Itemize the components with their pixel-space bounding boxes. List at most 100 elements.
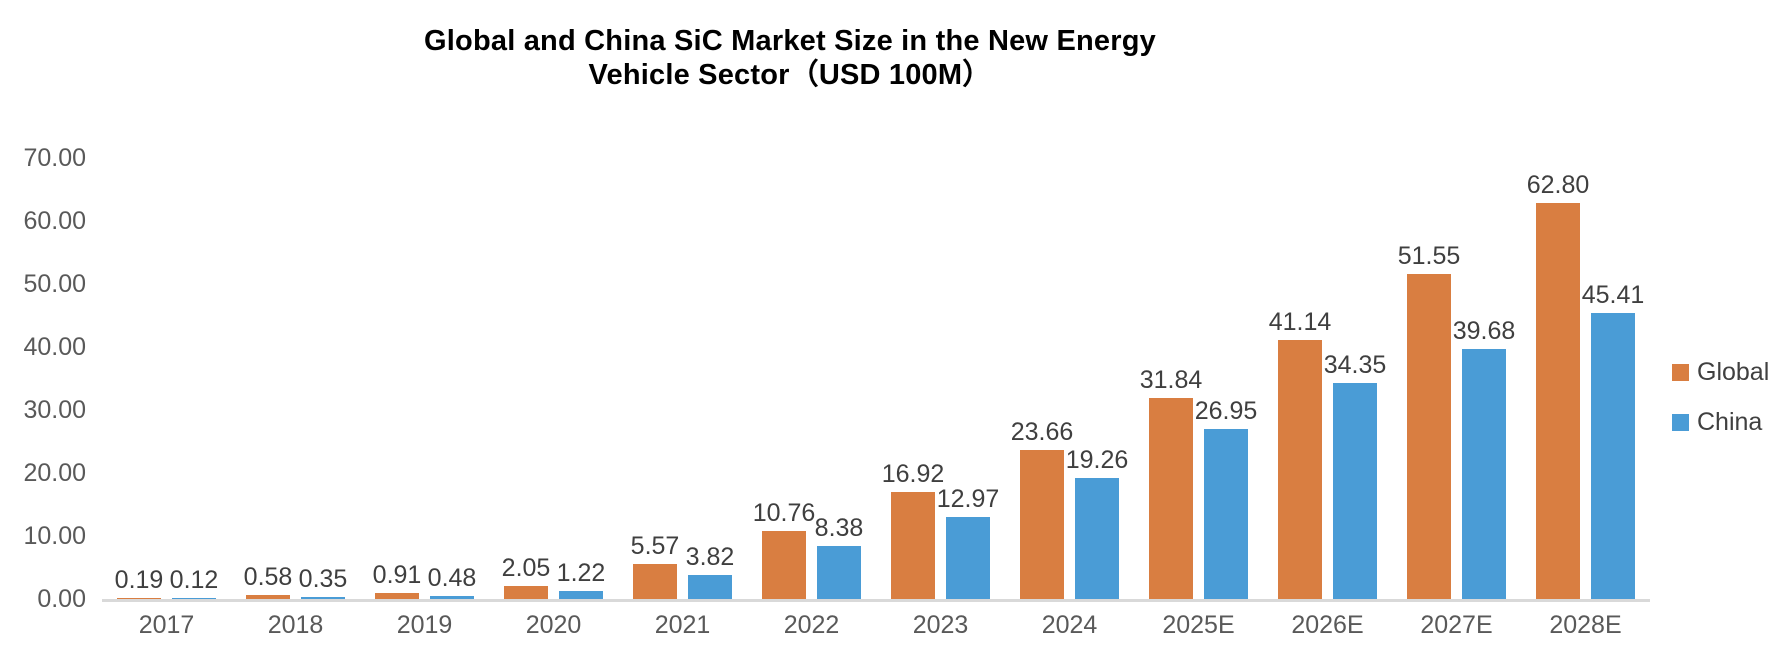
bar-group: 0.91 0.48 xyxy=(360,562,489,599)
x-tick-label: 2021 xyxy=(654,611,711,639)
bar-global xyxy=(1020,449,1064,599)
x-tick-label: 2017 xyxy=(138,611,195,639)
legend-swatch-china xyxy=(1672,413,1689,431)
bar-china xyxy=(301,596,345,599)
y-tick-label: 60.00 xyxy=(23,207,86,235)
bar-global xyxy=(891,492,935,599)
y-tick-label: 50.00 xyxy=(23,270,86,298)
bar-wrap-china: 0.12 xyxy=(169,566,219,599)
bar-global xyxy=(504,586,548,599)
bar-value-label-global: 31.84 xyxy=(1139,366,1203,395)
bar-china xyxy=(1204,429,1248,599)
bar-value-label-china: 19.26 xyxy=(1065,445,1129,474)
bar-value-label-china: 26.95 xyxy=(1194,397,1258,426)
bar-group: 0.19 0.12 xyxy=(102,565,231,599)
bar-value-label-global: 2.05 xyxy=(501,554,551,583)
bar-china xyxy=(817,546,861,599)
chart-title-line2: Vehicle Sector（USD 100M） xyxy=(588,59,992,91)
bar-value-label-china: 0.12 xyxy=(169,566,219,595)
bar-wrap-china: 0.48 xyxy=(428,565,476,599)
bar-global xyxy=(246,595,290,599)
bar-wrap-global: 2.05 xyxy=(501,554,551,599)
bar-value-label-global: 62.80 xyxy=(1526,171,1590,200)
bar-china xyxy=(430,596,474,599)
bar-wrap-china: 39.68 xyxy=(1453,318,1515,599)
bar-global xyxy=(1536,203,1580,599)
x-tick-label: 2020 xyxy=(525,611,582,639)
bar-global xyxy=(762,531,806,599)
bar-wrap-global: 31.84 xyxy=(1140,367,1202,599)
bar-value-label-global: 5.57 xyxy=(630,531,680,560)
bar-wrap-global: 0.58 xyxy=(244,564,292,599)
bar-global xyxy=(375,593,419,599)
bar-wrap-china: 0.35 xyxy=(298,564,348,599)
bar-wrap-global: 41.14 xyxy=(1269,308,1331,599)
bar-wrap-global: 23.66 xyxy=(1011,418,1073,599)
bar-wrap-china: 34.35 xyxy=(1324,351,1386,599)
bar-china xyxy=(1462,349,1506,599)
bar-value-label-global: 51.55 xyxy=(1397,242,1461,271)
bar-group: 62.80 45.41 xyxy=(1521,172,1650,599)
bar-wrap-global: 0.19 xyxy=(114,565,164,599)
bar-global xyxy=(117,597,161,599)
legend-item-china: China xyxy=(1672,408,1769,436)
bar-group: 41.14 34.35 xyxy=(1263,308,1392,599)
bar-group: 5.57 3.82 xyxy=(618,531,747,599)
bar-groups: 0.19 0.12 0.58 0.35 0.91 0.48 2.05 1.22 5.57 3.82… xyxy=(102,158,1650,599)
x-tick-label: 2027E xyxy=(1420,611,1493,639)
bar-wrap-global: 62.80 xyxy=(1527,172,1589,599)
bar-group: 31.84 26.95 xyxy=(1134,367,1263,599)
bar-group: 10.76 8.38 xyxy=(747,500,876,599)
bar-wrap-global: 16.92 xyxy=(882,461,944,599)
chart-title: Global and China SiC Market Size in the … xyxy=(0,24,1580,92)
bar-global xyxy=(1149,398,1193,599)
x-tick-label: 2024 xyxy=(1041,611,1098,639)
x-tick-label: 2023 xyxy=(912,611,969,639)
y-tick-label: 0.00 xyxy=(37,585,86,613)
bar-value-label-china: 39.68 xyxy=(1452,317,1516,345)
x-tick-label: 2028E xyxy=(1549,611,1622,639)
legend: Global China xyxy=(1672,358,1769,436)
legend-swatch-global xyxy=(1672,363,1689,381)
bar-value-label-global: 41.14 xyxy=(1268,307,1332,336)
bar-wrap-china: 8.38 xyxy=(815,515,863,599)
y-tick-label: 10.00 xyxy=(23,522,86,550)
bar-group: 51.55 39.68 xyxy=(1392,243,1521,599)
x-tick-label: 2025E xyxy=(1162,611,1235,639)
x-tick-label: 2026E xyxy=(1291,611,1364,639)
bar-global xyxy=(1278,339,1322,599)
x-tick-label: 2022 xyxy=(783,611,840,639)
legend-label-china: China xyxy=(1697,408,1763,436)
y-tick-label: 30.00 xyxy=(23,396,86,424)
bar-china xyxy=(1591,312,1635,599)
bar-wrap-china: 1.22 xyxy=(557,560,605,599)
y-tick-label: 40.00 xyxy=(23,333,86,361)
bar-wrap-china: 3.82 xyxy=(685,542,735,599)
bar-wrap-china: 12.97 xyxy=(937,486,999,599)
bar-wrap-china: 45.41 xyxy=(1582,281,1644,599)
bar-china xyxy=(946,517,990,599)
bar-value-label-china: 3.82 xyxy=(685,542,735,571)
bar-group: 0.58 0.35 xyxy=(231,564,360,599)
bar-group: 16.92 12.97 xyxy=(876,461,1005,599)
y-axis: 70.00 60.00 50.00 40.00 30.00 20.00 10.00 0.00 xyxy=(0,145,86,612)
bar-china xyxy=(559,591,603,599)
bar-global xyxy=(1407,274,1451,599)
bar-wrap-china: 26.95 xyxy=(1195,398,1257,599)
bar-wrap-china: 19.26 xyxy=(1066,446,1128,599)
legend-label-global: Global xyxy=(1697,358,1770,386)
bar-value-label-china: 12.97 xyxy=(936,485,1000,514)
bar-value-label-china: 34.35 xyxy=(1323,350,1387,379)
bar-wrap-global: 5.57 xyxy=(630,531,680,599)
bar-value-label-china: 0.35 xyxy=(298,564,348,593)
legend-item-global: Global xyxy=(1672,358,1769,386)
bar-china xyxy=(1333,382,1377,599)
bar-group: 23.66 19.26 xyxy=(1005,418,1134,599)
x-tick-label: 2019 xyxy=(396,611,453,639)
bar-wrap-global: 0.91 xyxy=(373,562,421,599)
bar-value-label-global: 0.19 xyxy=(114,565,164,594)
chart-title-line1: Global and China SiC Market Size in the … xyxy=(424,25,1156,57)
bar-value-label-global: 16.92 xyxy=(881,460,945,489)
bar-china xyxy=(688,574,732,599)
